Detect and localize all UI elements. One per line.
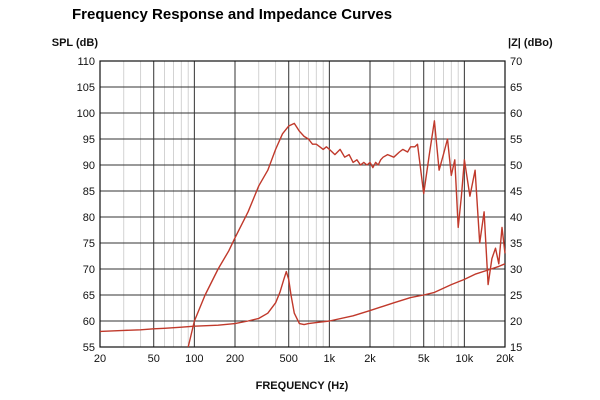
x-tick-label: 100 (185, 353, 203, 365)
y-left-tick-label: 90 (83, 160, 95, 172)
y-right-tick-label: 70 (510, 56, 522, 68)
y-right-tick-label: 45 (510, 186, 522, 198)
x-tick-label: 20k (496, 353, 514, 365)
spl-curve (187, 120, 506, 348)
x-tick-label: 50 (148, 353, 160, 365)
y-right-tick-label: 35 (510, 238, 522, 250)
x-tick-label: 200 (226, 353, 244, 365)
y-right-tick-label: 20 (510, 316, 522, 328)
y-right-tick-label: 55 (510, 134, 522, 146)
y-right-tick-label: 25 (510, 290, 522, 302)
x-tick-label: 2k (364, 353, 376, 365)
y-right-tick-label: 15 (510, 342, 522, 354)
x-tick-label: 1k (324, 353, 336, 365)
y-left-tick-label: 100 (77, 108, 95, 120)
y-left-tick-label: 105 (77, 82, 95, 94)
series-layer (99, 120, 506, 348)
y-axis-left-label: SPL (dB) (52, 37, 99, 49)
y-left-tick-label: 85 (83, 186, 95, 198)
y-right-tick-label: 40 (510, 212, 522, 224)
x-tick-label: 500 (280, 353, 298, 365)
tick-labels: 20 50 100 200 500 1k 2k 5k 10k 20k 55 60 65 70 75 80 85 9… (77, 56, 523, 365)
y-left-tick-label: 110 (77, 56, 95, 68)
y-axis-right-label: |Z| (dBo) (508, 37, 553, 49)
x-tick-label: 5k (418, 353, 430, 365)
major-gridlines (100, 61, 505, 347)
x-tick-label: 10k (455, 353, 473, 365)
y-left-tick-label: 70 (83, 264, 95, 276)
y-right-tick-label: 50 (510, 160, 522, 172)
y-left-tick-label: 75 (83, 238, 95, 250)
minor-gridlines (123, 61, 459, 347)
y-left-tick-label: 80 (83, 212, 95, 224)
y-right-tick-label: 65 (510, 82, 522, 94)
y-right-tick-label: 60 (510, 108, 522, 120)
y-right-tick-label: 30 (510, 264, 522, 276)
y-left-tick-label: 95 (83, 134, 95, 146)
y-left-tick-label: 55 (83, 342, 95, 354)
chart-title: Frequency Response and Impedance Curves (72, 6, 393, 23)
x-tick-label: 20 (94, 353, 106, 365)
impedance-curve (99, 263, 506, 333)
x-axis-label: FREQUENCY (Hz) (256, 380, 349, 392)
y-left-tick-label: 60 (83, 316, 95, 328)
plot-border (99, 60, 506, 348)
y-left-tick-label: 65 (83, 290, 95, 302)
plot-area (100, 61, 505, 347)
